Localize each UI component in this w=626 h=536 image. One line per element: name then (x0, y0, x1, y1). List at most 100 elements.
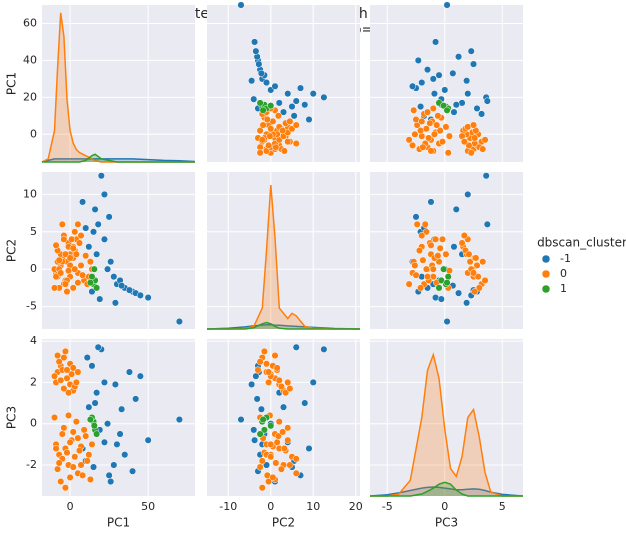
scatter-point (132, 395, 140, 403)
y-tick-label: -5 (26, 300, 37, 313)
scatter-point (455, 289, 463, 297)
scatter-point (427, 241, 435, 249)
scatter-point (423, 108, 432, 116)
panel-background (207, 172, 360, 329)
scatter-point (463, 77, 471, 85)
scatter-point (57, 477, 65, 486)
scatter-point (263, 115, 271, 124)
scatter-point (405, 136, 413, 144)
scatter-point (79, 471, 87, 479)
scatter-point (107, 477, 115, 486)
scatter-point (90, 265, 98, 273)
y-tick-label: 0 (30, 262, 37, 275)
scatter-point (175, 317, 183, 326)
scatter-point (256, 99, 264, 107)
scatter-point (260, 426, 268, 434)
scatter-point (309, 378, 317, 386)
scatter-point (260, 347, 268, 355)
scatter-point (69, 284, 77, 292)
scatter-point (121, 451, 129, 459)
scatter-point (417, 284, 425, 292)
scatter-point (251, 38, 259, 46)
scatter-point (418, 231, 426, 240)
scatter-point (419, 256, 427, 264)
scatter-point (279, 403, 288, 411)
panel-background (207, 339, 360, 496)
scatter-point (286, 385, 294, 393)
scatter-point (85, 243, 93, 251)
kde-area (370, 482, 523, 496)
scatter-point (85, 451, 93, 459)
scatter-point (482, 172, 490, 180)
scatter-point (479, 258, 487, 266)
scatter-point (411, 261, 419, 270)
scatter-point (72, 418, 80, 426)
scatter-point (479, 145, 487, 153)
scatter-point (267, 453, 275, 461)
scatter-point (301, 399, 309, 407)
scatter-point (259, 416, 267, 424)
scatter-point (71, 453, 79, 461)
scatter-point (55, 459, 63, 467)
scatter-point (272, 459, 280, 467)
scatter-point (259, 106, 267, 114)
scatter-point (96, 295, 104, 303)
scatter-point (483, 97, 491, 105)
scatter-point (265, 378, 273, 386)
scatter-point (422, 228, 430, 236)
scatter-point (429, 104, 437, 112)
scatter-point (66, 438, 74, 446)
scatter-point (248, 77, 256, 85)
scatter-point (305, 115, 313, 124)
scatter-point (435, 284, 443, 292)
x-axis-label: PC1 (107, 516, 130, 530)
scatter-point (282, 389, 290, 397)
legend-marker (541, 269, 551, 279)
x-tick-label: 50 (141, 500, 155, 513)
scatter-point (279, 108, 288, 116)
scatter-point (105, 471, 113, 479)
scatter-point (110, 461, 118, 469)
scatter-point (460, 231, 468, 240)
scatter-point (473, 104, 481, 112)
legend-title: dbscan_cluster (537, 236, 626, 250)
scatter-point (437, 295, 445, 303)
scatter-point (258, 484, 266, 492)
scatter-point (100, 235, 108, 243)
y-tick-label: 5 (30, 225, 37, 238)
scatter-point (411, 130, 419, 138)
scatter-point (256, 463, 264, 471)
scatter-point (469, 60, 478, 68)
scatter-point (256, 358, 264, 366)
scatter-point (320, 345, 328, 353)
scatter-point (83, 354, 91, 362)
kde-line (207, 321, 360, 330)
scatter-point (52, 241, 60, 249)
scatter-point (83, 457, 91, 465)
scatter-point (79, 271, 87, 279)
scatter-point (63, 288, 71, 296)
scatter-point (52, 273, 60, 281)
scatter-point (483, 220, 491, 228)
y-tick-label: 10 (23, 187, 37, 200)
scatter-point (82, 432, 90, 440)
scatter-point (292, 97, 300, 105)
scatter-point (255, 60, 263, 68)
scatter-point (286, 117, 294, 125)
scatter-point (72, 250, 80, 258)
scatter-point (61, 250, 69, 258)
scatter-point (60, 235, 68, 243)
scatter-point (88, 288, 96, 296)
scatter-point (463, 299, 471, 307)
scatter-point (60, 424, 68, 432)
panel-background (42, 339, 195, 496)
scatter-point (284, 424, 292, 432)
scatter-point (91, 399, 99, 407)
scatter-point (105, 213, 113, 221)
scatter-point (125, 286, 133, 294)
kde-line (370, 352, 523, 497)
scatter-point (274, 112, 282, 120)
scatter-point (253, 395, 261, 403)
scatter-point (144, 436, 152, 444)
scatter-point (430, 90, 438, 98)
